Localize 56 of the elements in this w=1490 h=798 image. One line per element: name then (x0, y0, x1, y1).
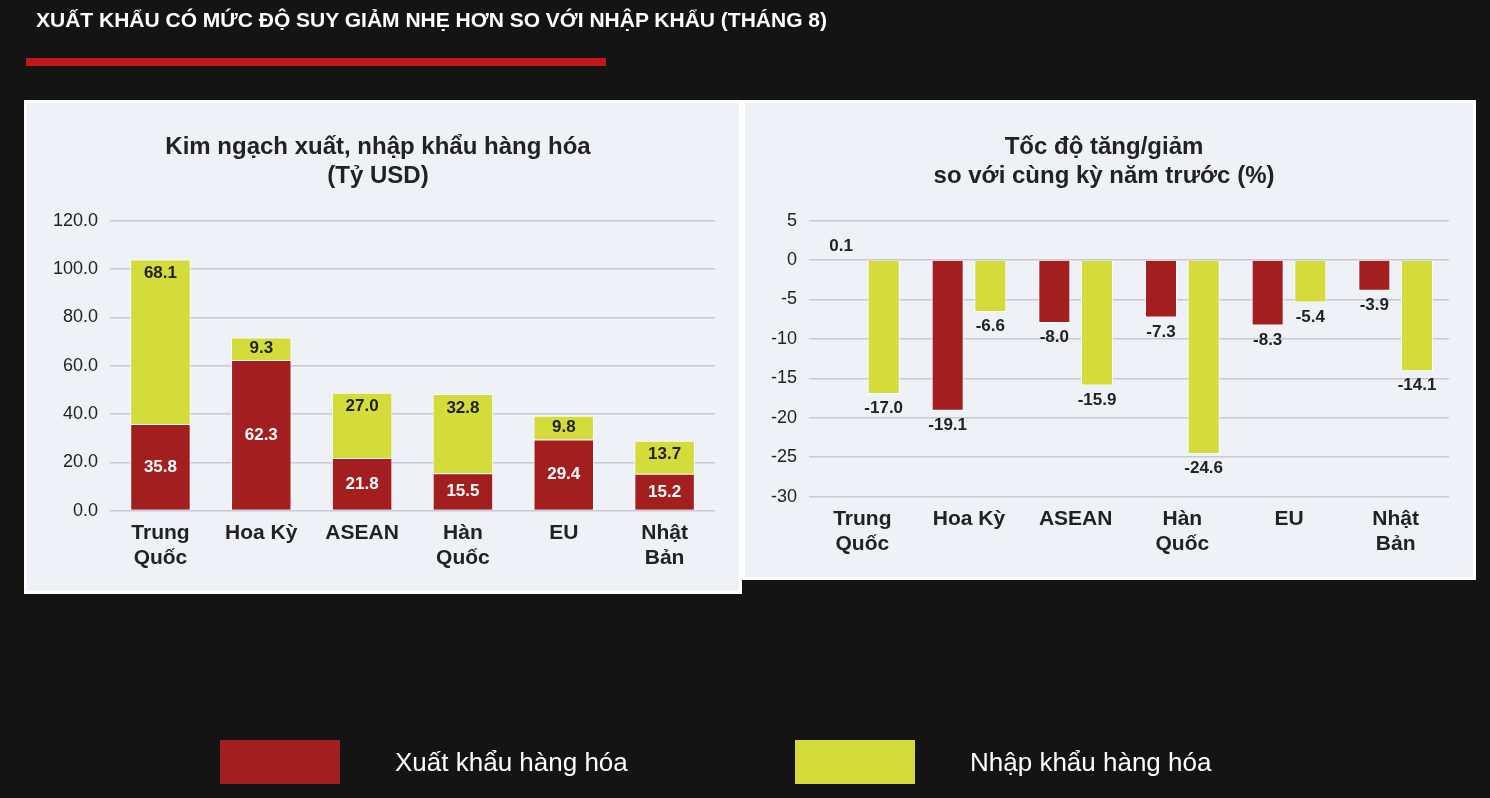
data-label: 15.2 (648, 481, 682, 501)
data-label: -15.9 (1077, 389, 1117, 409)
y-tick-label: -5 (781, 288, 798, 309)
x-tick-label: Trung Quốc (833, 506, 892, 555)
data-label: 9.3 (249, 338, 274, 358)
data-label: -5.4 (1295, 306, 1326, 326)
chart-title: Kim ngạch xuất, nhập khẩu hàng hóa (Tỷ USD) (165, 132, 592, 188)
data-label: -8.3 (1253, 329, 1283, 349)
data-label: -14.1 (1397, 375, 1437, 395)
data-label: 9.8 (551, 417, 576, 437)
data-label: 32.8 (446, 397, 480, 417)
x-tick-label: ASEAN (325, 520, 399, 543)
text: XUẤT KHẨU CÓ MỨC ĐỘ SUY GIẢM NHẸ HƠN SO VỚI NHẬP KHẨU (THÁNG 8) (36, 8, 828, 32)
data-label: -24.6 (1184, 458, 1224, 478)
data-label: 35.8 (143, 456, 177, 476)
y-tick-label: 0.0 (73, 499, 99, 520)
data-label: -7.3 (1146, 321, 1176, 341)
data-label: 0.1 (829, 236, 853, 256)
chart-title: Tốc độ tăng/giảm so với cùng kỳ năm trước (%) (933, 132, 1275, 188)
data-label: -3.9 (1359, 294, 1389, 314)
y-tick-label: 20.0 (63, 451, 99, 472)
data-label: 27.0 (345, 396, 379, 416)
data-label: 68.1 (143, 263, 177, 283)
y-tick-label: 80.0 (63, 306, 99, 327)
x-tick-label: Nhật Bản (1372, 506, 1419, 555)
data-label: 13.7 (648, 444, 682, 464)
y-tick-label: -10 (771, 327, 798, 348)
data-label: -6.6 (975, 316, 1005, 336)
x-tick-label: Hàn Quốc (436, 520, 491, 569)
x-tick-label: Hoa Kỳ (225, 520, 298, 543)
y-tick-label: -25 (771, 446, 798, 467)
data-label: -19.1 (928, 414, 968, 434)
y-tick-label: 40.0 (63, 402, 99, 423)
data-label: 15.5 (446, 481, 480, 501)
data-label: -8.0 (1039, 327, 1069, 347)
y-tick-label: 0 (787, 249, 798, 269)
legend-label: Xuất khẩu hàng hóa (395, 746, 628, 778)
x-tick-label: EU (1274, 506, 1304, 529)
y-tick-label: -15 (771, 367, 798, 388)
x-tick-label: Hoa Kỳ (932, 506, 1006, 529)
data-label: 62.3 (244, 424, 278, 444)
y-tick-label: 120.0 (53, 209, 99, 230)
y-tick-label: 100.0 (53, 257, 99, 278)
data-label: -17.0 (864, 398, 904, 418)
data-label: 29.4 (547, 464, 581, 484)
x-tick-label: EU (549, 520, 579, 543)
x-tick-label: ASEAN (1038, 506, 1113, 529)
x-tick-label: Nhật Bản (641, 520, 688, 569)
x-tick-label: Trung Quốc (131, 520, 190, 569)
data-label: 21.8 (345, 473, 379, 493)
legend-label: Nhập khẩu hàng hóa (970, 746, 1212, 778)
y-tick-label: 60.0 (63, 354, 99, 375)
y-tick-label: 5 (787, 209, 798, 230)
y-tick-label: -20 (771, 406, 798, 427)
y-tick-label: -30 (771, 485, 798, 506)
x-tick-label: Hàn Quốc (1155, 506, 1210, 555)
